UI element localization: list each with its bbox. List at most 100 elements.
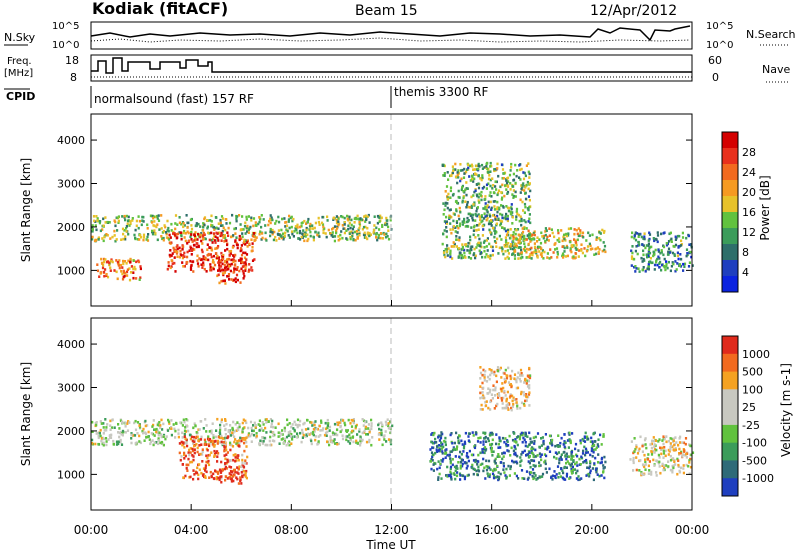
- velocity-cell: [665, 440, 668, 444]
- velocity-cell: [108, 434, 111, 437]
- velocity-cell: [648, 469, 651, 472]
- velocity-cell: [584, 431, 587, 435]
- velocity-cell: [162, 422, 165, 426]
- power-cell: [471, 165, 474, 168]
- power-cell: [603, 248, 606, 252]
- velocity-cell: [484, 449, 487, 452]
- velocity-cell: [479, 463, 482, 466]
- power-cell: [482, 185, 486, 189]
- velocity-cell: [281, 433, 284, 436]
- velocity-cell: [566, 460, 569, 463]
- power-cell: [342, 227, 345, 230]
- power-cell: [218, 268, 221, 271]
- velocity-cell: [236, 426, 239, 430]
- power-cell: [348, 221, 351, 225]
- power-cell: [526, 207, 529, 210]
- velocity-cell: [487, 387, 490, 390]
- velocity-cell: [265, 431, 268, 434]
- power-cell: [473, 247, 476, 251]
- power-cell: [491, 253, 494, 257]
- velocity-cell: [236, 439, 239, 443]
- power-cell: [633, 236, 636, 240]
- velocity-cell: [535, 478, 538, 481]
- velocity-cell: [604, 460, 607, 464]
- power-cell: [521, 256, 524, 259]
- power-cell: [499, 219, 502, 223]
- velocity-cell: [378, 427, 381, 431]
- power-cell: [667, 240, 671, 243]
- velocity-cell: [494, 468, 497, 471]
- velocity-cell: [184, 441, 187, 445]
- noise-search-trace: [90, 37, 691, 43]
- power-cell: [347, 224, 350, 228]
- velocity-cell: [673, 443, 676, 447]
- velocity-cell: [570, 450, 573, 454]
- velocity-cell: [247, 432, 250, 435]
- power-cell: [373, 228, 376, 232]
- velocity-cell: [481, 373, 484, 377]
- velocity-cell: [187, 429, 190, 433]
- velocity-cell: [489, 400, 492, 404]
- power-cell: [641, 260, 644, 263]
- power-cell: [376, 238, 379, 242]
- power-cell: [362, 225, 366, 229]
- velocity-cell: [491, 454, 494, 457]
- power-cell: [647, 242, 650, 246]
- power-cell: [535, 251, 538, 255]
- velocity-cell: [678, 437, 681, 440]
- power-cell: [244, 239, 248, 243]
- velocity-cell: [187, 451, 190, 454]
- power-cell: [516, 228, 520, 231]
- power-cell: [530, 246, 533, 250]
- power-cell: [631, 231, 634, 235]
- velocity-cell: [485, 465, 488, 468]
- power-cell: [509, 169, 512, 172]
- power-cell: [479, 177, 482, 180]
- power-cell: [650, 245, 653, 249]
- velocity-cell: [494, 476, 497, 479]
- velocity-cell: [488, 368, 491, 371]
- power-cell: [242, 251, 245, 255]
- velocity-cell: [117, 423, 120, 426]
- power-cell: [479, 252, 482, 256]
- power-cell: [682, 269, 685, 272]
- power-cell: [563, 250, 566, 253]
- velocity-cell: [518, 377, 521, 381]
- power-cell: [528, 205, 531, 209]
- power-cell: [248, 263, 251, 266]
- velocity-cell: [527, 395, 530, 399]
- power-cell: [520, 223, 523, 227]
- power-cell: [241, 261, 244, 264]
- power-cell: [160, 235, 163, 238]
- power-cell: [633, 257, 636, 261]
- power-cell: [458, 253, 461, 257]
- power-cell: [478, 249, 481, 253]
- power-cell: [566, 254, 569, 258]
- power-cell: [563, 237, 566, 241]
- velocity-cell: [377, 423, 380, 427]
- velocity-cell: [312, 427, 315, 431]
- power-cell: [653, 268, 656, 271]
- power-cell: [579, 231, 582, 235]
- power-cell: [563, 233, 566, 237]
- velocity-cell: [441, 460, 444, 463]
- power-cell: [206, 225, 209, 229]
- velocity-cell: [183, 429, 187, 433]
- velocity-cell: [530, 440, 533, 444]
- cpid-segment-1: normalsound (fast) 157 RF: [94, 92, 254, 106]
- velocity-cell: [513, 377, 516, 380]
- velocity-cell: [476, 463, 479, 466]
- power-cell: [379, 236, 382, 240]
- velocity-cell: [482, 440, 485, 443]
- power-cell: [182, 254, 185, 257]
- power-cell: [468, 175, 471, 178]
- power-cell: [504, 229, 508, 233]
- power-cell: [102, 217, 105, 221]
- velocity-cell: [663, 437, 666, 441]
- power-cell: [542, 257, 545, 260]
- velocity-cell: [259, 424, 262, 427]
- velocity-cell: [475, 469, 478, 473]
- power-cell: [461, 199, 464, 203]
- power-cell: [477, 224, 480, 227]
- power-cell: [251, 245, 254, 249]
